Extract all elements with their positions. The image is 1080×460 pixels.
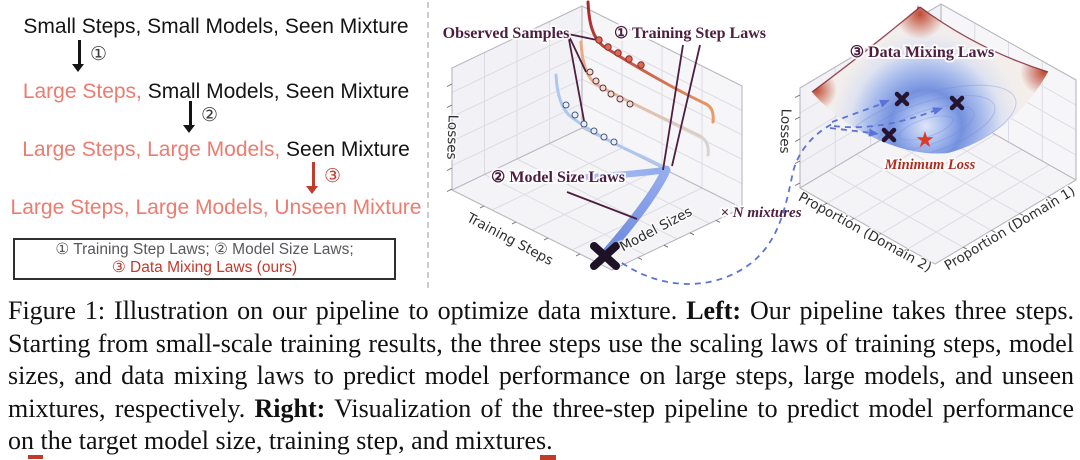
minimum-loss-star: ★ [915,128,935,153]
flow-row-4: Large Steps, Large Models, Unseen Mixtur… [0,196,432,220]
model-size-extrapolation-band [556,166,670,183]
target-model-x-marker [590,242,620,270]
flow-row-4-highlight: Large Steps, Large Models, Unseen Mixtur… [10,196,422,219]
caption-right-label: Right: [254,393,326,423]
annotation-pointer-lines [566,33,701,220]
legend-line-1: ① Training Step Laws; ② Model Size Laws; [55,240,354,258]
observed-samples-pointers [567,33,598,127]
step-laws-pointers [662,44,701,171]
step3-number: ③ [324,166,342,187]
training-step-laws-label: ① Training Step Laws [614,25,766,42]
step3-arrow-head [306,186,318,194]
flow-row-1: Small Steps, Small Models, Seen Mixture [0,15,432,39]
bowl-contours [835,84,1017,154]
minimum-loss-label: Minimum Loss [884,157,976,173]
cropped-red-text-fragment [28,455,43,459]
loss-curve-small-model [586,0,715,124]
step2-arrow-head [183,125,195,133]
figure-caption: Figure 1: Illustration on our pipeline t… [8,295,1074,458]
mixing-plot: ★ ③ Data Mixing Laws Minimum Loss Losses… [775,3,1080,277]
training-plot-grid [451,21,743,255]
step1-arrow-head [72,64,84,72]
mixture-transfer-dashed-curve [621,102,937,285]
step1-number: ① [90,44,108,65]
n-mixtures-label: × N mixtures [720,205,801,221]
vertical-dashed-divider [427,2,429,288]
laws-legend-box: ① Training Step Laws; ② Model Size Laws;… [13,238,396,280]
step3-arrow: ③ [304,162,344,196]
caption-part2: Our pipeline takes three steps. Starting… [8,296,1074,423]
step2-arrow-shaft [189,101,192,125]
three-d-plots: Observed Samples ① Training Step Laws ② … [441,0,1080,285]
step1-arrow-shaft [78,40,81,64]
training-plot-z-axis-label: Losses [443,114,461,159]
flow-row-1-rest: Small Steps, Small Models, Seen Mixture [23,15,409,38]
observed-samples-large-model [562,101,618,146]
flow-row-3: Large Steps, Large Models, Seen Mixture [0,138,432,162]
observed-samples-mid-model [586,68,634,108]
bowl-back-edges [811,6,1049,93]
caption-left-label: Left: [686,296,742,325]
model-size-laws-label: ② Model Size Laws [491,169,625,186]
mixing-plot-z-axis-label: Losses [776,108,794,153]
target-extrapolation-band [602,165,671,257]
flow-row-2-highlight: Large Steps, [22,80,142,103]
size-laws-pointer [566,191,638,220]
flow-row-3-rest: Seen Mixture [280,138,410,161]
observed-samples-label: Observed Samples [443,25,570,42]
training-plot: Observed Samples ① Training Step Laws ② … [441,0,804,271]
mixing-plot-ticks [794,94,1053,252]
step1-arrow: ① [70,40,110,74]
observed-samples-small-model [595,36,645,69]
caption-part3: Visualization of the three-step pipeline… [8,393,1075,456]
step2-arrow: ② [181,101,221,135]
loss-curve-large-model [554,73,668,170]
cropped-red-text-fragment [540,455,556,460]
flow-row-2-rest: Small Models, Seen Mixture [141,80,410,103]
flow-row-3-highlight: Large Steps, Large Models, [22,138,281,161]
dashed-curve-arrowheads [868,99,943,137]
predicted-mixture-x-markers [881,91,965,143]
data-mixing-laws-label: ③ Data Mixing Laws [850,44,995,61]
step3-arrow-shaft [312,162,315,186]
step2-number: ② [201,105,219,126]
legend-line-2: ③ Data Mixing Laws (ours) [111,259,298,276]
caption-part1: Figure 1: Illustration on our pipeline t… [8,296,687,325]
training-plot-ticks [446,83,721,261]
flow-row-2: Large Steps, Small Models, Seen Mixture [0,80,432,104]
